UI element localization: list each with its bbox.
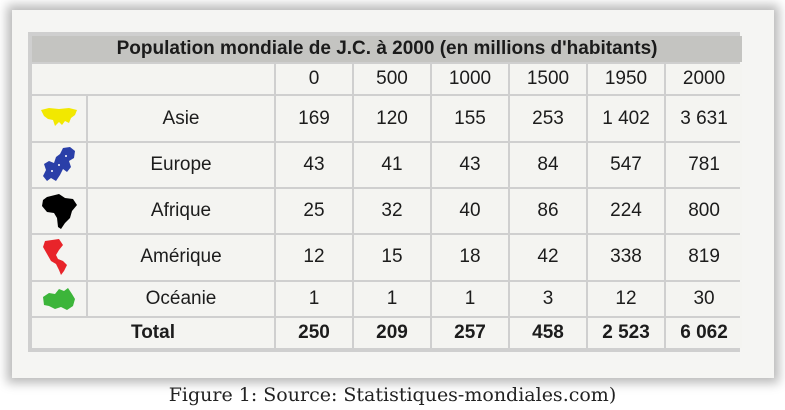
oceania-map-icon xyxy=(43,287,75,310)
row-label: Océanie xyxy=(88,281,274,316)
table-cell: 169 xyxy=(276,96,352,141)
table-cell: 155 xyxy=(432,96,508,141)
table-cell: 86 xyxy=(510,188,586,234)
title-row: Population mondiale de J.C. à 2000 (en m… xyxy=(32,36,743,63)
year-header: 2000 xyxy=(666,64,743,95)
total-label: Total xyxy=(32,317,274,348)
table-cell: 1 xyxy=(432,281,508,316)
table-cell: 12 xyxy=(588,281,664,316)
row-label: Asie xyxy=(88,96,274,141)
row-label: Europe xyxy=(88,142,274,187)
table-cell: 781 xyxy=(666,142,743,187)
total-row: Total 250 209 257 458 2 523 6 062 xyxy=(32,317,743,348)
table-cell: 25 xyxy=(276,188,352,234)
total-cell: 458 xyxy=(510,317,586,348)
table-row: Asie 169 120 155 253 1 402 3 631 xyxy=(32,96,743,141)
row-label: Afrique xyxy=(88,188,274,234)
year-header: 0 xyxy=(276,64,352,95)
table-row: Europe 43 41 43 84 547 781 xyxy=(32,142,743,187)
total-cell: 6 062 xyxy=(666,317,743,348)
table-cell: 338 xyxy=(588,235,664,280)
total-cell: 209 xyxy=(354,317,430,348)
table-cell: 224 xyxy=(588,188,664,234)
year-header: 500 xyxy=(354,64,430,95)
table-cell: 800 xyxy=(666,188,743,234)
year-header: 1950 xyxy=(588,64,664,95)
year-header: 1500 xyxy=(510,64,586,95)
america-map-icon xyxy=(43,239,67,276)
total-cell: 257 xyxy=(432,317,508,348)
table-cell: 1 xyxy=(276,281,352,316)
corner-cell xyxy=(32,64,274,95)
table-cell: 15 xyxy=(354,235,430,280)
table-cell: 18 xyxy=(432,235,508,280)
table-cell: 41 xyxy=(354,142,430,187)
row-label: Amérique xyxy=(88,235,274,280)
year-header: 1000 xyxy=(432,64,508,95)
table-title: Population mondiale de J.C. à 2000 (en m… xyxy=(32,36,743,63)
population-table: Population mondiale de J.C. à 2000 (en m… xyxy=(30,34,744,350)
table-cell: 547 xyxy=(588,142,664,187)
table-cell: 30 xyxy=(666,281,743,316)
europe-map-icon xyxy=(43,146,75,181)
table-cell: 1 402 xyxy=(588,96,664,141)
table-cell: 43 xyxy=(276,142,352,187)
table-cell: 40 xyxy=(432,188,508,234)
table-cell: 3 631 xyxy=(666,96,743,141)
asia-map-icon xyxy=(41,107,77,126)
total-cell: 250 xyxy=(276,317,352,348)
table-cell: 84 xyxy=(510,142,586,187)
table-cell: 120 xyxy=(354,96,430,141)
table-row: Océanie 1 1 1 3 12 30 xyxy=(32,281,743,316)
table-cell: 3 xyxy=(510,281,586,316)
table-cell: 253 xyxy=(510,96,586,141)
figure-caption: Figure 1: Source: Statistiques-mondiales… xyxy=(168,384,617,406)
table-cell: 42 xyxy=(510,235,586,280)
table-cell: 32 xyxy=(354,188,430,234)
africa-map-icon xyxy=(42,194,77,230)
table-cell: 1 xyxy=(354,281,430,316)
table-cell: 12 xyxy=(276,235,352,280)
total-cell: 2 523 xyxy=(588,317,664,348)
table-cell: 43 xyxy=(432,142,508,187)
table-row: Amérique 12 15 18 42 338 819 xyxy=(32,235,743,280)
year-header-row: 0 500 1000 1500 1950 2000 xyxy=(32,64,743,95)
table-row: Afrique 25 32 40 86 224 800 xyxy=(32,188,743,234)
table-cell: 819 xyxy=(666,235,743,280)
